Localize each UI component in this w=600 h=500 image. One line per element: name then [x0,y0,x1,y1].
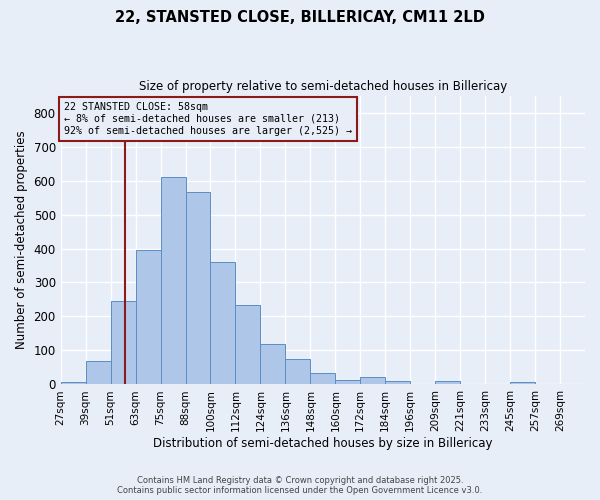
Bar [211,262,235,384]
Text: 22, STANSTED CLOSE, BILLERICAY, CM11 2LD: 22, STANSTED CLOSE, BILLERICAY, CM11 2LD [115,10,485,25]
Bar [86,360,110,384]
Bar [360,377,385,384]
Title: Size of property relative to semi-detached houses in Billericay: Size of property relative to semi-detach… [139,80,507,93]
Bar [310,372,335,384]
Bar [235,304,260,384]
Bar [286,359,310,384]
Bar [510,382,535,384]
Bar [161,177,185,384]
Bar [385,381,410,384]
Bar [185,192,211,384]
Text: 22 STANSTED CLOSE: 58sqm
← 8% of semi-detached houses are smaller (213)
92% of s: 22 STANSTED CLOSE: 58sqm ← 8% of semi-de… [64,102,352,136]
Bar [110,301,136,384]
Bar [260,344,286,384]
X-axis label: Distribution of semi-detached houses by size in Billericay: Distribution of semi-detached houses by … [153,437,493,450]
Bar [136,250,161,384]
Bar [61,382,86,384]
Y-axis label: Number of semi-detached properties: Number of semi-detached properties [15,130,28,350]
Text: Contains HM Land Registry data © Crown copyright and database right 2025.
Contai: Contains HM Land Registry data © Crown c… [118,476,482,495]
Bar [335,380,360,384]
Bar [435,381,460,384]
